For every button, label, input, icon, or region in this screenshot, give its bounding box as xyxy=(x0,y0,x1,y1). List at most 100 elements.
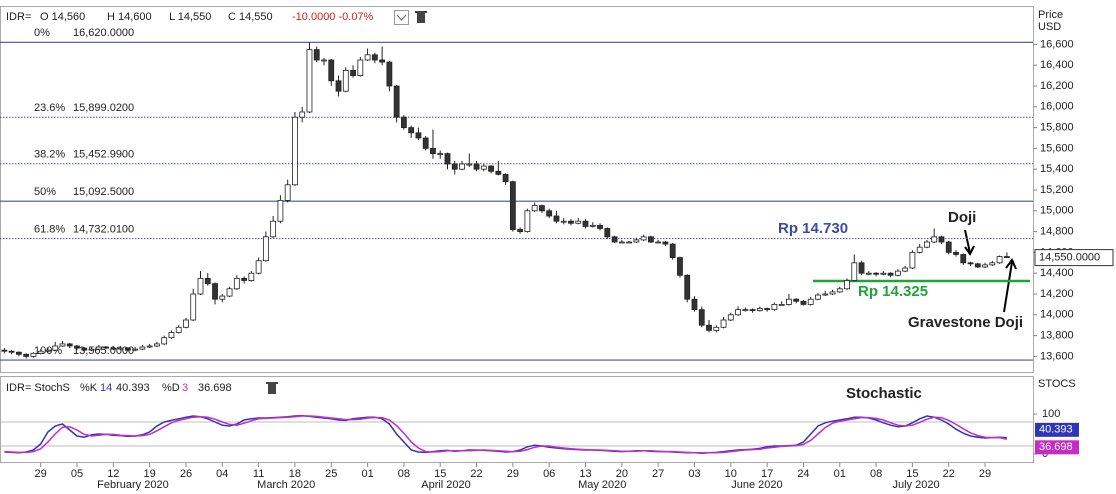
candle-body xyxy=(509,181,516,230)
stoch-delete-icon[interactable] xyxy=(266,382,278,394)
candle-body xyxy=(764,308,771,310)
candle-body xyxy=(815,294,821,300)
candle-body xyxy=(154,343,160,347)
delete-icon[interactable] xyxy=(415,11,427,23)
candle-body xyxy=(8,350,15,353)
fib-pct: 38.2% xyxy=(34,149,65,161)
candle-body xyxy=(902,267,909,272)
candle-body xyxy=(328,59,335,82)
candle-body xyxy=(568,220,574,224)
fib-value: 16,620.0000 xyxy=(73,27,134,39)
candle-body xyxy=(582,220,589,227)
candle-body xyxy=(655,241,662,244)
legend-param: 14 xyxy=(100,382,112,394)
candle-body xyxy=(735,309,741,316)
x-tick-label: 22 xyxy=(943,468,955,480)
x-tick-label: 19 xyxy=(144,468,156,480)
y-axis-title: STOCS xyxy=(1038,378,1076,390)
candle-body xyxy=(647,236,654,243)
candle-body xyxy=(241,277,247,281)
y-tick-label: 14,000 xyxy=(1040,309,1074,321)
candle-body xyxy=(524,210,531,233)
dropdown-button[interactable] xyxy=(394,10,409,25)
y-tick-label: 15,000 xyxy=(1040,205,1074,217)
candle-body xyxy=(909,251,916,269)
candle-body xyxy=(713,326,720,331)
x-tick-label: 08 xyxy=(870,468,882,480)
y-tick-label: 100 xyxy=(1042,408,1060,420)
candle-body xyxy=(502,173,509,183)
x-tick-label: 15 xyxy=(906,468,918,480)
x-tick-label: 17 xyxy=(761,468,773,480)
candle-body xyxy=(59,343,66,347)
month-label: March 2020 xyxy=(257,479,315,491)
candle-body xyxy=(894,270,901,276)
legend-name: %D xyxy=(162,382,180,394)
candle-body xyxy=(248,272,255,281)
candle-body xyxy=(226,288,233,297)
x-tick-label: 25 xyxy=(325,468,337,480)
x-tick-label: 29 xyxy=(979,468,991,480)
candle-body xyxy=(662,241,669,245)
legend-name: %K xyxy=(80,382,98,394)
header-high: H 14,600 xyxy=(107,11,152,23)
x-tick-label: 27 xyxy=(652,468,664,480)
candle-body xyxy=(357,59,364,77)
fib-pct: 0% xyxy=(34,27,50,39)
candle-body xyxy=(916,246,923,253)
y-tick-label: 15,800 xyxy=(1040,122,1074,134)
candle-body xyxy=(371,54,378,61)
candle-body xyxy=(292,116,298,186)
last-price-box xyxy=(1034,249,1114,267)
last-price-label: 14,550.0000 xyxy=(1039,252,1100,264)
candle-body xyxy=(350,70,356,77)
candle-body xyxy=(110,347,117,350)
x-tick-label: 10 xyxy=(725,468,737,480)
candle-body xyxy=(335,80,342,92)
y-tick-label: 16,600 xyxy=(1040,38,1074,50)
candle-body xyxy=(183,319,189,328)
candle-body xyxy=(306,49,313,113)
candle-body xyxy=(575,220,582,224)
candle-body xyxy=(168,332,175,339)
candle-body xyxy=(611,236,618,243)
candle-body xyxy=(37,350,44,354)
x-tick-label: 08 xyxy=(398,468,410,480)
candle-body xyxy=(277,199,284,222)
x-tick-label: 04 xyxy=(216,468,228,480)
candle-body xyxy=(727,314,734,321)
candle-body xyxy=(546,210,553,217)
candle-body xyxy=(270,220,277,238)
candle-body xyxy=(851,262,858,281)
x-tick-label: 22 xyxy=(470,468,482,480)
y-axis-title: USD xyxy=(1038,21,1061,33)
candle-body xyxy=(124,347,131,351)
candle-body xyxy=(430,147,436,154)
candle-body xyxy=(553,215,560,222)
candle-body xyxy=(960,254,967,264)
header-symbol: IDR= xyxy=(6,11,31,23)
x-tick-label: 05 xyxy=(71,468,83,480)
x-tick-label: 13 xyxy=(579,468,591,480)
candle-body xyxy=(1,349,8,352)
x-tick-label: 01 xyxy=(834,468,846,480)
candle-body xyxy=(379,59,386,63)
fib-value: 15,899.0200 xyxy=(73,102,134,114)
candle-body xyxy=(531,205,538,212)
candle-body xyxy=(66,343,73,347)
candle-body xyxy=(132,348,139,351)
y-tick-label: 16,200 xyxy=(1040,80,1074,92)
y-tick-label: 16,000 xyxy=(1040,101,1074,113)
candle-body xyxy=(488,165,494,172)
candle-body xyxy=(30,352,37,357)
month-label: June 2020 xyxy=(731,479,782,491)
stoch-line xyxy=(4,415,1007,454)
gravestone-label: Gravestone Doji xyxy=(908,314,1023,331)
candle-body xyxy=(844,280,850,290)
candle-body xyxy=(756,308,763,312)
candle-body xyxy=(437,153,444,156)
candle-body xyxy=(23,353,30,357)
candle-body xyxy=(103,346,109,349)
candle-body xyxy=(459,163,465,170)
y-tick-label: 14,800 xyxy=(1040,226,1074,238)
